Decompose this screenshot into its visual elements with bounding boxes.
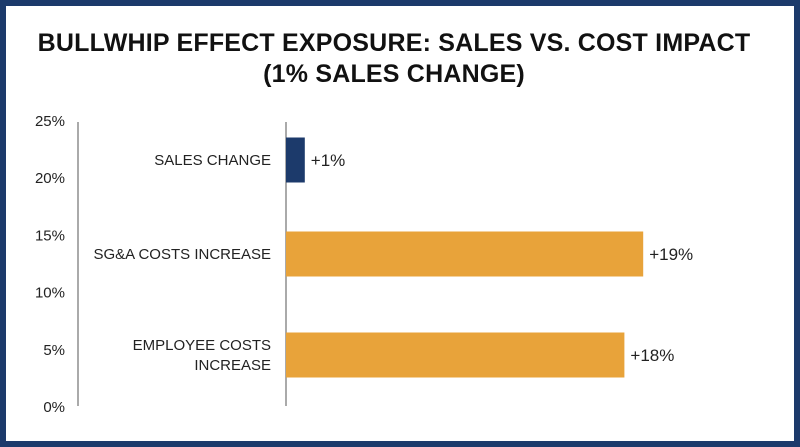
category-label: EMPLOYEE COSTS bbox=[133, 337, 271, 354]
chart-title: BULLWHIP EFFECT EXPOSURE: SALES VS. COST… bbox=[0, 28, 788, 90]
category-label: SALES CHANGE bbox=[154, 152, 271, 169]
bar-data-label: +18% bbox=[630, 346, 674, 365]
y-tick-label: 15% bbox=[35, 227, 65, 244]
bar-data-label: +1% bbox=[311, 151, 346, 170]
y-tick-label: 10% bbox=[35, 285, 65, 302]
y-tick-label: 0% bbox=[43, 399, 65, 416]
bar bbox=[286, 332, 625, 378]
y-tick-label: 25% bbox=[35, 113, 65, 130]
chart-title-line-2: (1% SALES CHANGE) bbox=[263, 60, 525, 88]
chart-title-line-1: BULLWHIP EFFECT EXPOSURE: SALES VS. COST… bbox=[37, 29, 751, 57]
y-tick-label: 5% bbox=[43, 342, 65, 359]
category-label: SG&A COSTS INCREASE bbox=[93, 246, 271, 263]
bar bbox=[286, 231, 644, 277]
bar-data-label: +19% bbox=[649, 245, 693, 264]
bar bbox=[286, 137, 305, 183]
category-label: INCREASE bbox=[194, 357, 271, 374]
y-tick-label: 20% bbox=[35, 170, 65, 187]
